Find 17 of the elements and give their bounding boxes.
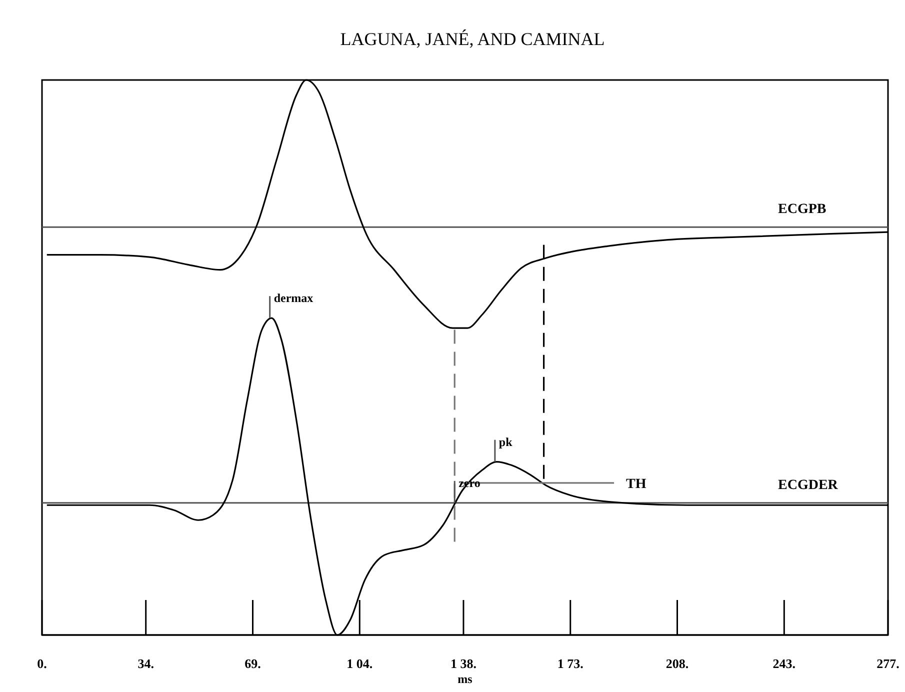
x-tick-label: 208. <box>666 656 689 672</box>
annotation: zero <box>458 476 480 490</box>
ref-line-label: ECGDER <box>778 478 839 493</box>
x-tick-label: 243. <box>772 656 796 672</box>
chart-title: LAGUNA, JANÉ, AND CAMINAL <box>340 29 605 49</box>
x-tick-label: 277. <box>876 656 900 672</box>
x-tick-label: 0. <box>37 656 47 672</box>
x-tick-label: 1 38. <box>450 656 476 672</box>
annotation: dermax <box>274 291 314 306</box>
ref-line-label: ECGPB <box>778 202 826 218</box>
x-tick-label: 34. <box>138 656 154 672</box>
annotation: pk <box>498 434 513 449</box>
series-label: TH <box>626 476 646 492</box>
x-tick-label: 1 04. <box>346 656 373 672</box>
x-axis-title: ms <box>458 672 473 686</box>
x-tick-label: 69. <box>244 656 261 672</box>
x-tick-label: 1 73. <box>557 656 584 672</box>
